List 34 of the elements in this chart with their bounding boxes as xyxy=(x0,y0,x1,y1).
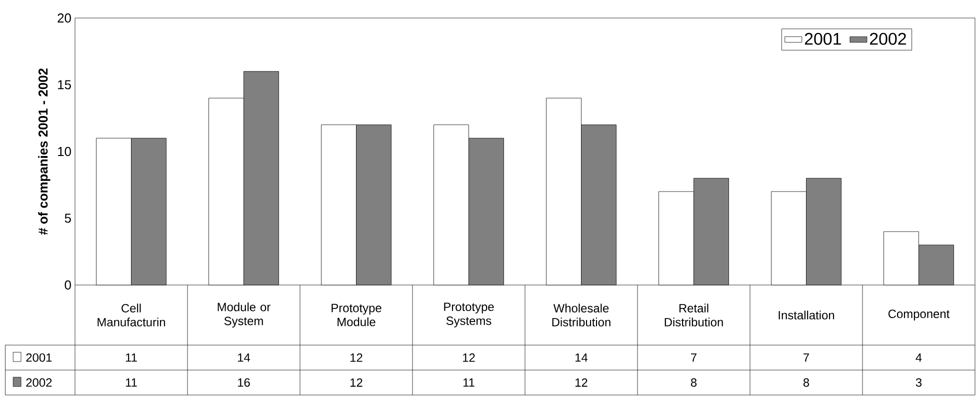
data-label: 16 xyxy=(238,378,250,387)
legend-label: 2001 xyxy=(804,32,841,45)
data-label: 7 xyxy=(691,353,696,362)
data-label: 3 xyxy=(916,378,922,387)
data-label: 14 xyxy=(576,353,588,362)
x-tick-label: Installation xyxy=(778,310,834,320)
data-label: 12 xyxy=(463,353,475,362)
text: 2001 xyxy=(26,353,52,362)
text: 2002 xyxy=(26,378,52,387)
x-tick-label: Prototype Module xyxy=(332,304,382,326)
legend-label: 2002 xyxy=(870,32,906,45)
data-label: 7 xyxy=(804,353,809,362)
data-label: 8 xyxy=(690,378,697,387)
y-tick-label: 0 xyxy=(64,280,71,290)
x-tick-label: Retail Distribution xyxy=(664,304,723,326)
data-label: 4 xyxy=(916,353,922,362)
y-axis-title: # of companies 2001 - 2002 xyxy=(38,68,50,235)
data-label: 12 xyxy=(350,353,362,362)
x-tick-label: Component xyxy=(888,310,950,320)
x-tick-label: Prototype Systems xyxy=(444,302,494,328)
data-label: 11 xyxy=(126,378,137,387)
x-tick-label: Cell Manufacturin xyxy=(98,304,166,326)
data-label: 11 xyxy=(463,378,474,387)
data-label: 11 xyxy=(126,353,137,362)
data-label: 12 xyxy=(350,378,362,387)
data-label: 12 xyxy=(576,378,588,387)
y-tick-label: 5 xyxy=(64,214,71,223)
data-label: 14 xyxy=(238,353,250,362)
x-tick-label: Module or System xyxy=(218,302,270,328)
y-tick-label: 20 xyxy=(58,13,71,23)
data-label: 8 xyxy=(803,378,810,387)
y-tick-label: 10 xyxy=(58,146,71,156)
x-tick-label: Wholesale Distribution xyxy=(552,304,610,326)
y-tick-label: 15 xyxy=(58,80,71,90)
